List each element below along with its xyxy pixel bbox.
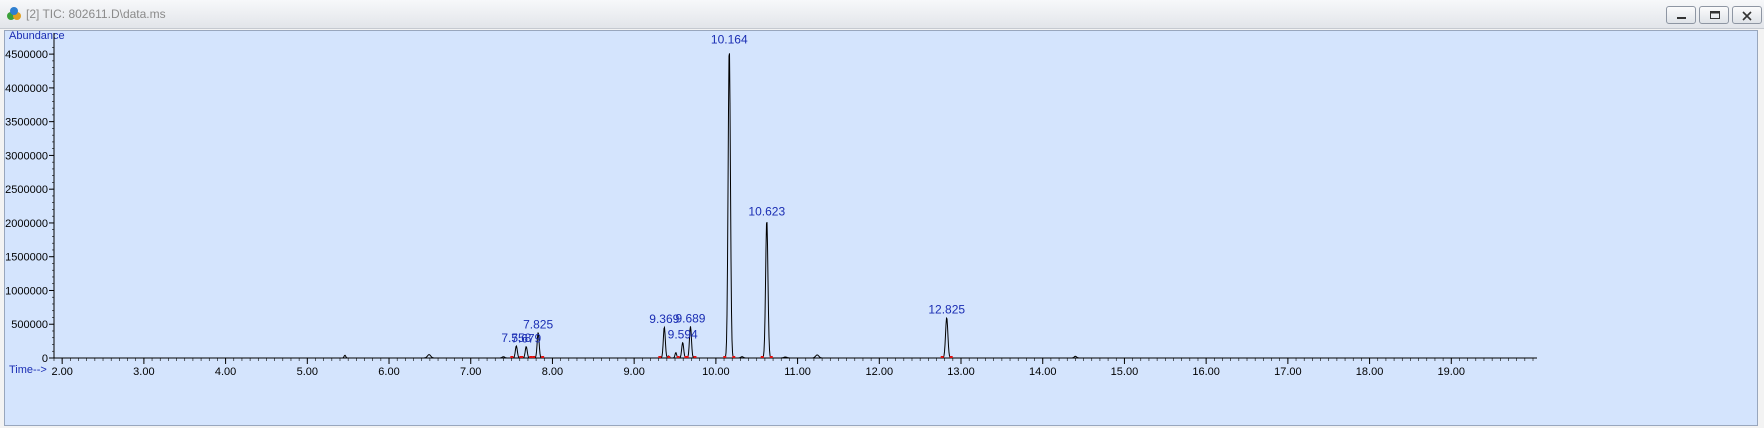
minimize-icon: [1677, 17, 1686, 19]
x-tick-label: 2.00: [51, 366, 72, 378]
x-tick-label: 3.00: [133, 366, 154, 378]
x-tick-label: 6.00: [378, 366, 399, 378]
x-tick-label: 14.00: [1029, 366, 1057, 378]
x-tick-label: 4.00: [215, 366, 236, 378]
peak-label: 10.623: [748, 205, 785, 219]
y-tick-label: 2000000: [5, 218, 48, 230]
title-bar[interactable]: [2] TIC: 802611.D\data.ms: [0, 0, 1764, 29]
peak-label: 7.679: [511, 332, 541, 346]
peak-label: 7.825: [523, 317, 553, 331]
y-tick-label: 500000: [11, 319, 48, 331]
x-tick-label: 19.00: [1438, 366, 1466, 378]
x-tick-label: 13.00: [947, 366, 975, 378]
y-tick-label: 3500000: [5, 117, 48, 129]
peak-label: 9.369: [649, 312, 679, 326]
peak-label: 10.164: [711, 32, 748, 46]
y-tick-label: 4500000: [5, 49, 48, 61]
chromatogram-app-icon: [7, 7, 21, 20]
tic-trace-line: [54, 53, 1533, 359]
close-button[interactable]: [1732, 6, 1762, 24]
peak-label: 9.689: [675, 311, 705, 325]
y-tick-label: 1500000: [5, 252, 48, 264]
window-title: [2] TIC: 802611.D\data.ms: [26, 7, 166, 21]
x-tick-label: 17.00: [1274, 366, 1302, 378]
restore-button[interactable]: [1699, 6, 1729, 24]
y-tick-label: 1000000: [5, 285, 48, 297]
y-axis-label: Abundance: [9, 31, 65, 42]
x-tick-label: 9.00: [623, 366, 644, 378]
tic-trace: [54, 53, 1533, 359]
x-tick-label: 18.00: [1356, 366, 1384, 378]
peak-label: 9.594: [668, 327, 698, 341]
ticks: 2.00 3.00 4.00 5.00 6.00 7.00 8.00 9.00 10.00 11.…: [5, 47, 1534, 378]
tic-chart-svg: Abundance Time--> 2.00 3.00 4.00 5.00 6.00 7.…: [5, 31, 1537, 378]
x-tick-label: 10.00: [702, 366, 730, 378]
peak-label: 12.825: [928, 302, 965, 316]
x-tick-label: 12.00: [866, 366, 894, 378]
y-tick-label: 4000000: [5, 83, 48, 95]
peak-label: 7.558: [501, 331, 531, 345]
x-tick-label: 15.00: [1111, 366, 1139, 378]
x-tick-label: 5.00: [297, 366, 318, 378]
x-tick-label: 11.00: [784, 366, 811, 378]
x-tick-label: 16.00: [1192, 366, 1220, 378]
x-axis-label: Time-->: [9, 364, 47, 376]
y-tick-label: 2500000: [5, 184, 48, 196]
y-tick-label: 0: [42, 353, 48, 365]
y-tick-label: 3000000: [5, 150, 48, 162]
restore-icon: [1710, 11, 1720, 19]
axes: [53, 33, 1537, 359]
x-tick-label: 8.00: [542, 366, 563, 378]
chromatogram-chart[interactable]: Abundance Time--> 2.00 3.00 4.00 5.00 6.00 7.…: [4, 30, 1758, 426]
minimize-button[interactable]: [1666, 6, 1696, 24]
x-tick-label: 7.00: [460, 366, 481, 378]
close-icon: [1742, 11, 1752, 21]
